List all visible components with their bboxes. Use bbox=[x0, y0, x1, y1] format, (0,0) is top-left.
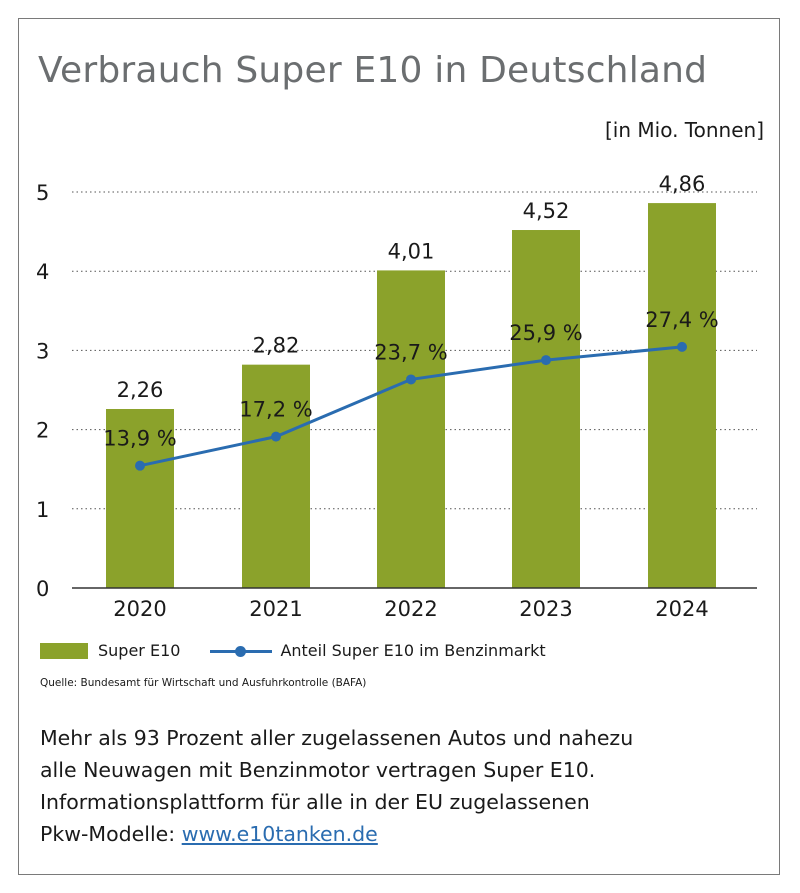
frame bbox=[18, 18, 780, 875]
info-text: Mehr als 93 Prozent aller zugelassenen A… bbox=[40, 722, 770, 850]
x-tick-label: 2024 bbox=[655, 597, 708, 621]
share-point bbox=[135, 460, 145, 471]
info-line-3: Informationsplattform für alle in der EU… bbox=[40, 790, 590, 814]
share-point bbox=[271, 431, 281, 442]
share-point bbox=[406, 374, 416, 385]
legend-line-swatch bbox=[210, 643, 273, 659]
y-tick-label: 1 bbox=[36, 498, 49, 522]
unit-label: [in Mio. Tonnen] bbox=[605, 118, 764, 142]
info-line-2: alle Neuwagen mit Benzinmotor vertragen … bbox=[40, 758, 596, 782]
y-tick-label: 0 bbox=[36, 577, 49, 601]
legend: Super E10 Anteil Super E10 im Benzinmark… bbox=[40, 641, 576, 660]
legend-line-label: Anteil Super E10 im Benzinmarkt bbox=[280, 641, 546, 660]
y-tick-label: 2 bbox=[36, 419, 49, 443]
bar-value-label: 4,86 bbox=[659, 172, 706, 196]
bar-value-label: 4,01 bbox=[388, 239, 435, 263]
bar bbox=[648, 203, 716, 588]
x-tick-label: 2020 bbox=[113, 597, 166, 621]
legend-item-bar: Super E10 bbox=[40, 641, 180, 660]
bar bbox=[242, 364, 310, 588]
bar bbox=[377, 270, 445, 588]
bar bbox=[106, 409, 174, 588]
legend-bar-label: Super E10 bbox=[98, 641, 181, 660]
y-tick-label: 5 bbox=[36, 181, 49, 205]
x-tick-label: 2021 bbox=[249, 597, 302, 621]
bar-value-label: 2,26 bbox=[117, 378, 164, 402]
bar-value-label: 4,52 bbox=[523, 199, 570, 223]
source-note: Quelle: Bundesamt für Wirtschaft und Aus… bbox=[40, 677, 367, 689]
x-tick-label: 2023 bbox=[519, 597, 572, 621]
y-tick-label: 4 bbox=[36, 260, 49, 284]
info-line-1: Mehr als 93 Prozent aller zugelassenen A… bbox=[40, 726, 634, 750]
bar-value-label: 2,82 bbox=[253, 334, 300, 358]
y-tick-label: 3 bbox=[36, 339, 49, 363]
share-value-label: 27,4 % bbox=[645, 308, 718, 332]
legend-item-line: Anteil Super E10 im Benzinmarkt bbox=[210, 641, 546, 660]
share-value-label: 13,9 % bbox=[103, 427, 176, 451]
legend-bar-swatch bbox=[40, 642, 88, 659]
share-value-label: 25,9 % bbox=[509, 321, 582, 345]
bar bbox=[512, 230, 580, 589]
share-value-label: 17,2 % bbox=[239, 398, 312, 422]
share-point bbox=[541, 355, 551, 366]
share-value-label: 23,7 % bbox=[374, 340, 447, 364]
x-tick-label: 2022 bbox=[384, 597, 437, 621]
share-point bbox=[677, 341, 687, 352]
info-line-4: Pkw-Modelle: www.e10tanken.de bbox=[40, 818, 770, 850]
chart-title: Verbrauch Super E10 in Deutschland bbox=[38, 50, 708, 91]
e10tanken-link[interactable]: www.e10tanken.de bbox=[181, 822, 378, 846]
info-line-4-prefix: Pkw-Modelle: bbox=[40, 822, 182, 846]
